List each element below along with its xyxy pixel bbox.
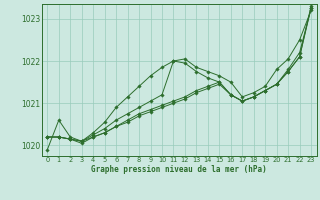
X-axis label: Graphe pression niveau de la mer (hPa): Graphe pression niveau de la mer (hPa) — [91, 165, 267, 174]
